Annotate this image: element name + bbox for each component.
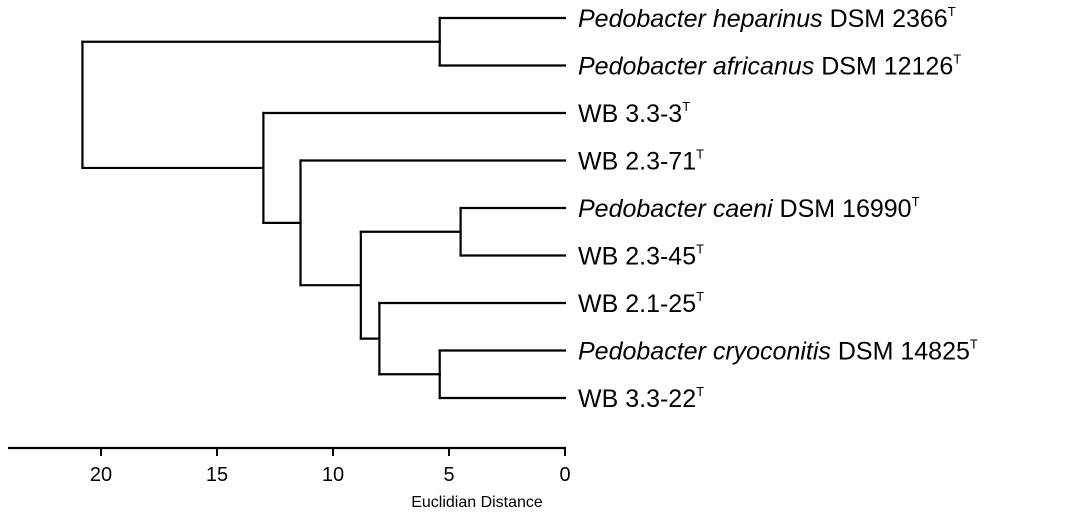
leaf-label: WB 2.3-71T xyxy=(578,147,704,176)
type-strain-mark: T xyxy=(948,4,956,19)
leaf-labels: Pedobacter heparinus DSM 2366TPedobacter… xyxy=(578,4,978,413)
leaf-strain: WB 2.3-45 xyxy=(578,243,696,271)
axis-tick-label: 10 xyxy=(322,464,344,486)
leaf-strain: DSM 16990 xyxy=(773,195,912,223)
dendrogram-branches xyxy=(81,16,567,400)
leaf-label: WB 3.3-3T xyxy=(578,99,690,128)
type-strain-mark: T xyxy=(696,384,704,399)
type-strain-mark: T xyxy=(696,289,704,304)
leaf-strain: WB 3.3-3 xyxy=(578,100,682,128)
leaf-label: WB 2.1-25T xyxy=(578,289,704,318)
type-strain-mark: T xyxy=(696,242,704,257)
type-strain-mark: T xyxy=(682,99,690,114)
leaf-strain: DSM 14825 xyxy=(831,338,970,366)
type-strain-mark: T xyxy=(970,337,978,352)
axis-tick-label: 0 xyxy=(559,464,570,486)
leaf-label: Pedobacter heparinus DSM 2366T xyxy=(578,4,956,33)
leaf-strain: WB 2.1-25 xyxy=(578,290,696,318)
leaf-taxon-name: Pedobacter africanus xyxy=(578,53,814,81)
leaf-label: WB 3.3-22T xyxy=(578,384,704,413)
leaf-strain: WB 2.3-71 xyxy=(578,148,696,176)
leaf-strain: WB 3.3-22 xyxy=(578,385,696,413)
axis-tick-label: 5 xyxy=(443,464,454,486)
axis-tick-label: 15 xyxy=(206,464,228,486)
leaf-label: Pedobacter africanus DSM 12126T xyxy=(578,52,961,81)
type-strain-mark: T xyxy=(953,52,961,67)
leaf-strain: DSM 2366 xyxy=(823,5,948,33)
type-strain-mark: T xyxy=(696,147,704,162)
leaf-taxon-name: Pedobacter cryoconitis xyxy=(578,338,831,366)
type-strain-mark: T xyxy=(912,194,920,209)
leaf-label: Pedobacter cryoconitis DSM 14825T xyxy=(578,337,978,366)
leaf-label: WB 2.3-45T xyxy=(578,242,704,271)
leaf-taxon-name: Pedobacter heparinus xyxy=(578,5,823,33)
axis-tick-label: 20 xyxy=(90,464,112,486)
axis-title: Euclidian Distance xyxy=(411,494,543,511)
axis-ticks: 20 15 10 5 0 xyxy=(90,448,571,486)
distance-axis: 20 15 10 5 0 Euclidian Distance xyxy=(8,446,571,511)
leaf-strain: DSM 12126 xyxy=(814,53,953,81)
leaf-taxon-name: Pedobacter caeni xyxy=(578,195,774,223)
leaf-label: Pedobacter caeni DSM 16990T xyxy=(578,194,920,223)
